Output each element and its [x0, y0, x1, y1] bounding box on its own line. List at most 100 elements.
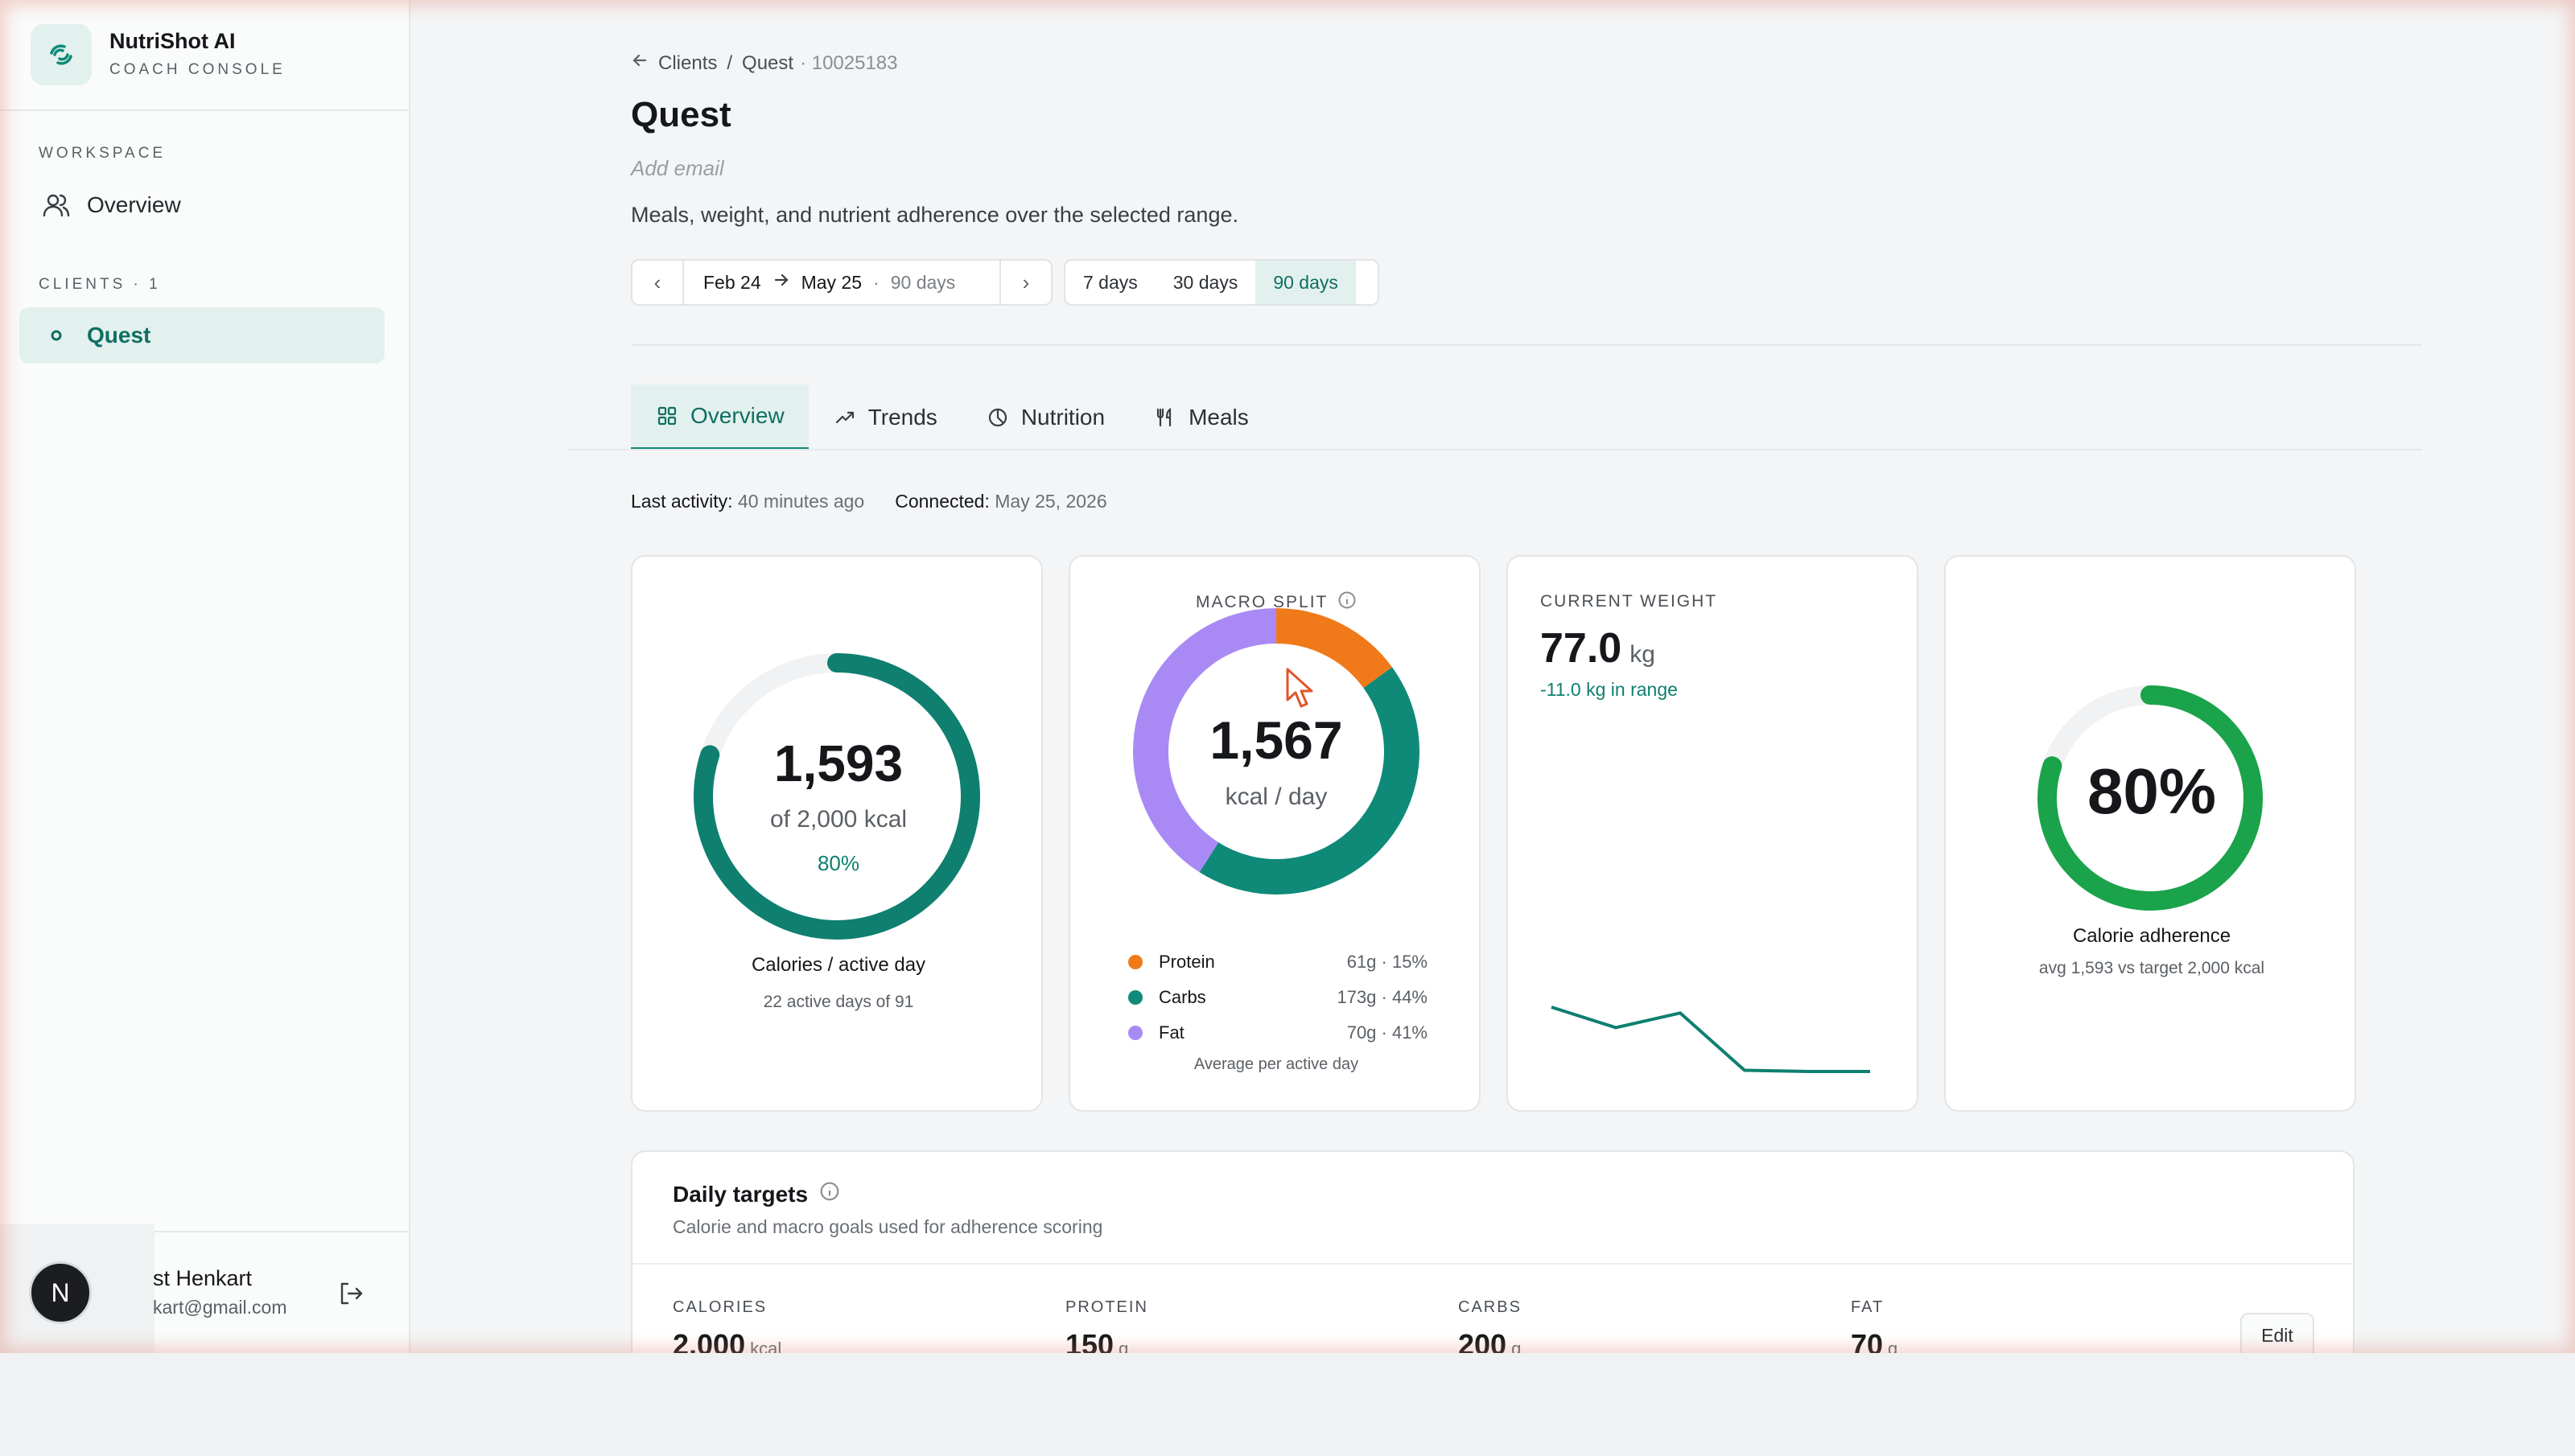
utensils-icon — [1153, 405, 1177, 430]
sidebar-item-overview[interactable]: Overview — [19, 177, 385, 233]
bottom-band — [0, 1353, 2575, 1456]
tab-label: Overview — [690, 403, 785, 428]
grid-icon — [655, 404, 679, 428]
targets-subtitle: Calorie and macro goals used for adheren… — [673, 1216, 1103, 1237]
info-icon[interactable] — [1337, 590, 1357, 615]
adherence-label: Calorie adherence — [2072, 925, 2231, 947]
calories-value: 1,593 — [773, 734, 904, 792]
workspace-section-label: WORKSPACE — [39, 145, 167, 162]
client-id: · 10025183 — [800, 51, 898, 74]
target-label: PROTEIN — [1065, 1298, 1148, 1316]
last-activity-value: 40 minutes ago — [737, 491, 865, 512]
macro-donut-chart — [1133, 608, 1419, 895]
range-dot: · — [873, 271, 880, 293]
legend-detail: 173g · 44% — [1337, 987, 1428, 1007]
breadcrumb: Clients / Quest · 10025183 — [631, 51, 898, 75]
back-arrow-icon[interactable] — [631, 51, 649, 75]
connected-label: Connected: — [895, 491, 990, 512]
breadcrumb-clients-link[interactable]: Clients — [658, 51, 718, 74]
arrow-right-icon — [772, 271, 790, 294]
tab-meals[interactable]: Meals — [1129, 385, 1273, 450]
page-title: Quest — [631, 95, 731, 134]
calories-sub: 22 active days of 91 — [763, 993, 914, 1011]
avatar[interactable]: N — [29, 1261, 92, 1324]
tab-nutrition[interactable]: Nutrition — [962, 385, 1129, 450]
breadcrumb-separator: / — [727, 51, 733, 74]
trending-up-icon — [833, 405, 857, 430]
weight-value-row: 77.0 kg — [1540, 624, 1655, 672]
carbs-swatch — [1128, 990, 1143, 1005]
calories-percent: 80% — [817, 851, 860, 875]
legend-carbs: Carbs 173g · 44% — [1128, 980, 1428, 1015]
targets-title-text: Daily targets — [673, 1181, 809, 1207]
weight-value: 77.0 — [1540, 625, 1622, 672]
macro-footnote: Average per active day — [1193, 1055, 1359, 1073]
tab-bar: Overview Trends Nutrition Meals — [631, 385, 1273, 450]
add-email-link[interactable]: Add email — [631, 156, 724, 180]
preset-30-days[interactable]: 30 days — [1172, 271, 1238, 293]
range-end: May 25 — [801, 271, 863, 293]
legend-name: Carbs — [1159, 987, 1206, 1007]
preset-7-days[interactable]: 7 days — [1083, 271, 1138, 293]
app-subtitle: COACH CONSOLE — [109, 61, 286, 78]
app-name: NutriShot AI — [109, 29, 236, 53]
page-description: Meals, weight, and nutrient adherence ov… — [631, 203, 1238, 227]
sidebar-item-label: Overview — [87, 192, 181, 217]
pie-chart-icon — [986, 405, 1010, 430]
tab-label: Trends — [867, 405, 937, 430]
tab-overview[interactable]: Overview — [631, 385, 809, 450]
sidebar-item-quest[interactable]: Quest — [19, 307, 385, 364]
legend-name: Fat — [1159, 1022, 1184, 1043]
adherence-card: 80% Calorie adherence avg 1,593 vs targe… — [1944, 555, 2356, 1112]
targets-title: Daily targets — [673, 1181, 840, 1207]
tab-label: Nutrition — [1020, 405, 1106, 430]
adherence-sub: avg 1,593 vs target 2,000 kcal — [2038, 959, 2265, 977]
legend-fat: Fat 70g · 41% — [1128, 1015, 1428, 1051]
preset-90-days[interactable]: 90 days — [1255, 261, 1356, 304]
activity-line: Last activity: 40 minutes ago Connected:… — [631, 491, 1107, 512]
macro-kcal-value: 1,567 — [1209, 710, 1343, 770]
sidebar-item-label: Quest — [87, 323, 151, 348]
tabs-rule — [568, 449, 2422, 450]
targets-rule — [632, 1263, 2353, 1265]
range-span: 90 days — [890, 271, 956, 293]
brand-header: NutriShot AI COACH CONSOLE — [0, 0, 409, 111]
user-email: kart@gmail.com — [153, 1297, 287, 1318]
legend-detail: 61g · 15% — [1346, 952, 1428, 972]
protein-swatch — [1128, 955, 1143, 969]
weight-title: CURRENT WEIGHT — [1540, 592, 1718, 611]
logout-icon[interactable] — [336, 1279, 365, 1308]
calories-label: Calories / active day — [751, 954, 926, 976]
users-icon — [40, 189, 72, 221]
main-content: Clients / Quest · 10025183 Quest Add ema… — [410, 0, 2575, 1456]
legend-detail: 70g · 41% — [1346, 1022, 1428, 1043]
weight-card: CURRENT WEIGHT 77.0 kg -11.0 kg in range — [1506, 555, 1918, 1112]
macro-split-title-text: MACRO SPLIT — [1196, 593, 1329, 611]
fat-swatch — [1128, 1026, 1143, 1040]
legend-name: Protein — [1159, 952, 1215, 972]
mouse-cursor-icon — [1286, 668, 1313, 708]
client-dot-icon — [40, 319, 72, 352]
date-range-display[interactable]: Feb 24 May 25 · 90 days — [684, 271, 955, 294]
legend-protein: Protein 61g · 15% — [1128, 944, 1428, 980]
edit-targets-button[interactable]: Edit — [2240, 1313, 2314, 1358]
breadcrumb-current: Quest — [742, 51, 794, 74]
range-next-button[interactable]: › — [999, 261, 1051, 304]
divider — [631, 344, 2422, 346]
info-icon[interactable] — [819, 1181, 840, 1207]
weight-unit: kg — [1629, 641, 1655, 668]
clients-section-label: CLIENTS · 1 — [39, 276, 161, 293]
target-label: CALORIES — [673, 1298, 768, 1316]
range-prev-button[interactable]: ‹ — [632, 261, 684, 304]
weight-change: -11.0 kg in range — [1540, 679, 1678, 700]
date-range-picker: ‹ Feb 24 May 25 · 90 days › — [631, 259, 1053, 306]
tab-trends[interactable]: Trends — [809, 385, 962, 450]
user-name: st Henkart — [153, 1266, 253, 1290]
last-activity-label: Last activity: — [631, 491, 733, 512]
sidebar: NutriShot AI COACH CONSOLE WORKSPACE Ove… — [0, 0, 410, 1456]
user-panel — [0, 1231, 409, 1351]
macro-kcal-unit: kcal / day — [1225, 784, 1328, 810]
macro-split-title: MACRO SPLIT — [1196, 590, 1357, 615]
calories-ring-chart — [694, 653, 980, 940]
adherence-ring-chart — [2037, 685, 2263, 911]
